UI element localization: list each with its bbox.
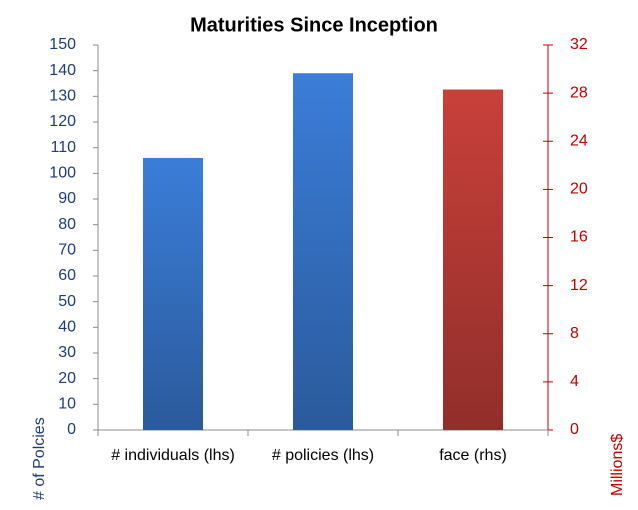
y-tick-label: 150: [49, 36, 76, 53]
y-tick-label: 100: [49, 165, 76, 182]
y-tick-label: 10: [58, 396, 76, 413]
y2-axis-title: Millions$: [609, 434, 626, 496]
y-tick-label: 40: [58, 319, 76, 336]
y-tick-label: 110: [50, 139, 76, 156]
y-tick-label: 20: [58, 370, 76, 387]
y-tick-label: 60: [58, 267, 76, 284]
bar: [443, 89, 503, 430]
y-tick-label: 120: [49, 113, 76, 130]
y-tick-label: 30: [58, 344, 76, 361]
y-tick-label: 0: [67, 421, 76, 438]
y-tick-label: 50: [58, 293, 76, 310]
y-tick-label: 130: [49, 88, 76, 105]
y2-tick-label: 16: [570, 229, 588, 246]
bar: [143, 157, 203, 430]
y-tick-label: 90: [58, 190, 76, 207]
y2-tick-label: 4: [570, 373, 579, 390]
x-tick-label: # individuals (lhs): [111, 447, 235, 464]
y2-tick-label: 20: [570, 181, 588, 198]
y-axis-title: # of Polcies: [31, 417, 48, 500]
y2-tick-label: 24: [570, 132, 588, 149]
y-tick-label: 140: [49, 62, 76, 79]
y2-tick-label: 8: [570, 325, 579, 342]
chart-title: Maturities Since Inception: [190, 14, 438, 36]
bar: [293, 73, 353, 430]
y2-tick-label: 0: [570, 421, 579, 438]
x-tick-label: face (rhs): [439, 447, 507, 464]
y-tick-label: 80: [58, 216, 76, 233]
y2-tick-label: 32: [570, 36, 588, 53]
y2-tick-label: 28: [570, 84, 588, 101]
x-tick-label: # policies (lhs): [271, 447, 375, 464]
y-tick-label: 70: [58, 242, 76, 259]
y2-tick-label: 12: [570, 277, 588, 294]
